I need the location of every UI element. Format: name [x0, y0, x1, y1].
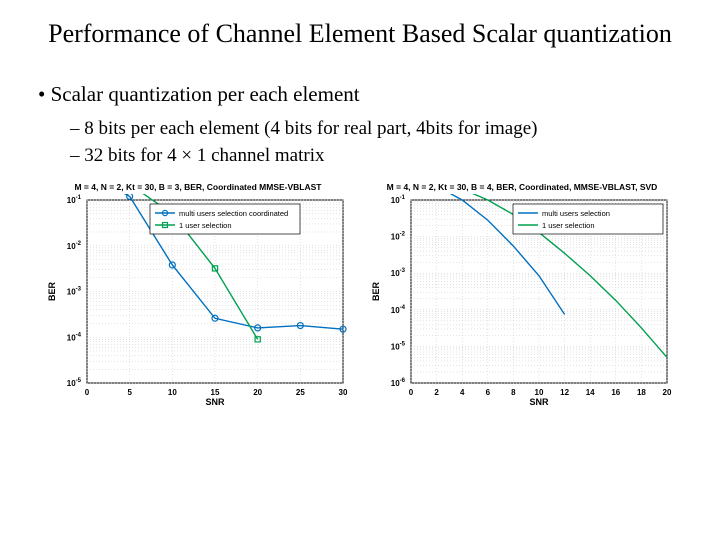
bullet-lvl2a: 8 bits per each element (4 bits for real…: [70, 115, 690, 143]
bullet-lvl2b: 32 bits for 4 × 1 channel matrix: [70, 142, 690, 170]
svg-text:10-1: 10-1: [67, 195, 82, 205]
svg-text:20: 20: [253, 388, 262, 397]
svg-text:10-2: 10-2: [391, 232, 406, 242]
charts-row: M = 4, N = 2, Kt = 30, B = 3, BER, Coord…: [30, 182, 690, 409]
svg-text:10-4: 10-4: [67, 332, 82, 342]
svg-text:multi users selection: multi users selection: [542, 209, 610, 218]
svg-text:10-5: 10-5: [67, 378, 82, 388]
svg-text:15: 15: [211, 388, 220, 397]
svg-text:12: 12: [560, 388, 569, 397]
svg-text:10: 10: [535, 388, 544, 397]
svg-text:10-2: 10-2: [67, 241, 82, 251]
svg-text:16: 16: [611, 388, 620, 397]
svg-text:20: 20: [663, 388, 672, 397]
svg-text:18: 18: [637, 388, 646, 397]
bullet-list: Scalar quantization per each element 8 b…: [30, 79, 690, 171]
svg-text:2: 2: [434, 388, 439, 397]
chart-right-wrap: M = 4, N = 2, Kt = 30, B = 4, BER, Coord…: [367, 182, 677, 409]
page-title: Performance of Channel Element Based Sca…: [30, 18, 690, 51]
svg-text:10-3: 10-3: [391, 268, 406, 278]
svg-text:30: 30: [339, 388, 348, 397]
svg-text:SNR: SNR: [205, 397, 225, 407]
svg-text:BER: BER: [371, 282, 381, 302]
svg-text:5: 5: [127, 388, 132, 397]
svg-text:10: 10: [168, 388, 177, 397]
svg-text:SNR: SNR: [529, 397, 549, 407]
svg-text:14: 14: [586, 388, 595, 397]
svg-text:10-6: 10-6: [391, 378, 406, 388]
bullet-lvl1: Scalar quantization per each element: [38, 79, 690, 109]
svg-text:10-5: 10-5: [391, 341, 406, 351]
svg-text:6: 6: [486, 388, 491, 397]
chart-right: 0 2 4 6 8 10 12 14 16 18 20 10-1 10-2 10-3 10-4 10-5 10-…: [367, 194, 677, 409]
svg-text:1 user selection: 1 user selection: [542, 221, 595, 230]
svg-text:BER: BER: [47, 282, 57, 302]
svg-text:8: 8: [511, 388, 516, 397]
svg-text:multi users selection coordina: multi users selection coordinated: [179, 209, 288, 218]
svg-text:0: 0: [85, 388, 90, 397]
chart-left-title: M = 4, N = 2, Kt = 30, B = 3, BER, Coord…: [43, 182, 353, 192]
svg-text:0: 0: [409, 388, 414, 397]
svg-text:25: 25: [296, 388, 305, 397]
svg-text:10-1: 10-1: [391, 195, 406, 205]
svg-text:1 user selection: 1 user selection: [179, 221, 232, 230]
chart-left: 0 5 10 15 20 25 30 10-1 10-2 10-3 10-4 10-5 SNR BER mu…: [43, 194, 353, 409]
svg-text:4: 4: [460, 388, 465, 397]
svg-text:10-3: 10-3: [67, 287, 82, 297]
chart-left-wrap: M = 4, N = 2, Kt = 30, B = 3, BER, Coord…: [43, 182, 353, 409]
svg-text:10-4: 10-4: [391, 305, 406, 315]
chart-right-title: M = 4, N = 2, Kt = 30, B = 4, BER, Coord…: [367, 182, 677, 192]
